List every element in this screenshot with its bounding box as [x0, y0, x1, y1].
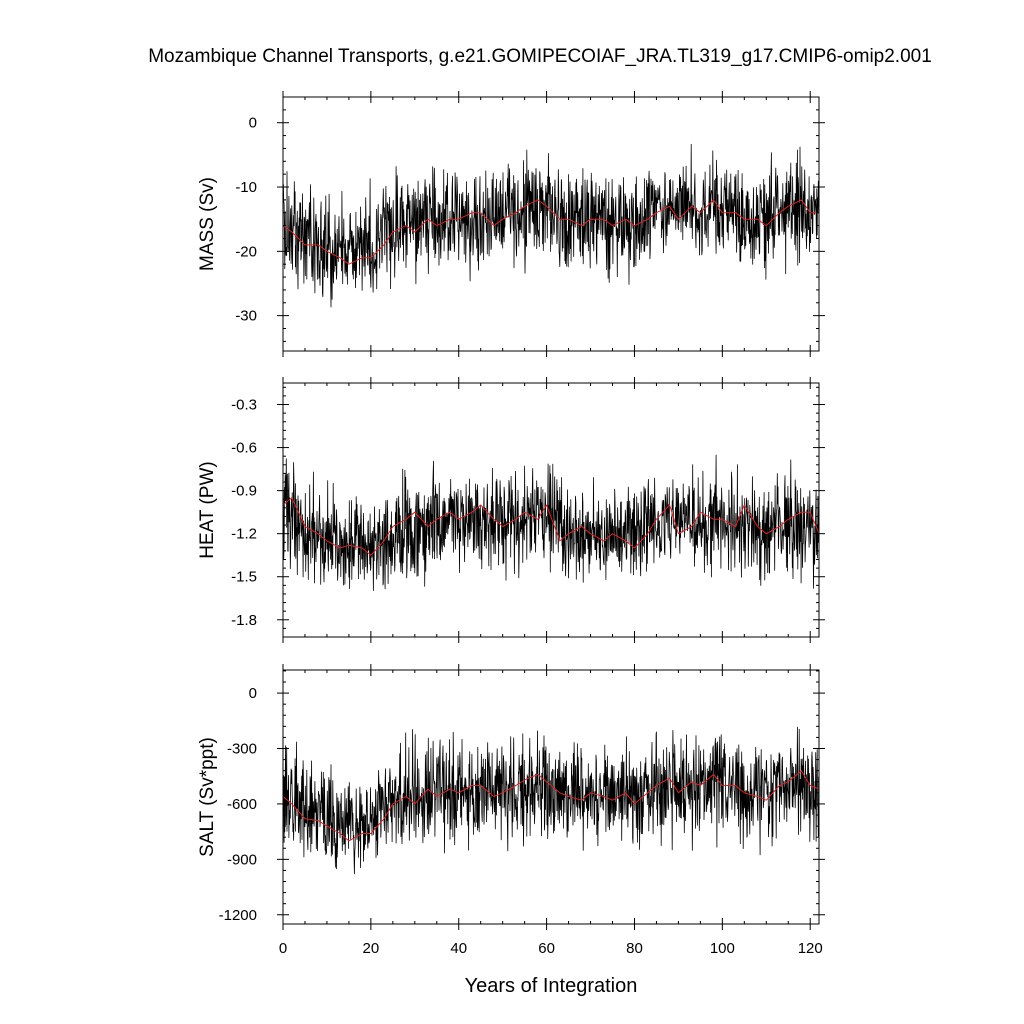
series-line-running-mean [283, 497, 819, 556]
y-tick-label: -0.6 [231, 440, 257, 457]
plot-frame [282, 96, 820, 352]
y-tick-label: -1.5 [231, 569, 257, 586]
y-tick-label: 0 [249, 685, 257, 702]
y-tick-label: -900 [227, 851, 257, 868]
panel-heat: -0.3 -0.6 -0.9 -1.2 -1.5 -1.8 HEAT (PW) [197, 377, 825, 643]
plot-frame [282, 382, 820, 638]
series-line-raw [283, 143, 819, 308]
y-tick-label: -600 [227, 796, 257, 813]
chart-title: Mozambique Channel Transports, g.e21.GOM… [148, 46, 932, 67]
x-axis-label: Years of Integration [464, 975, 638, 997]
x-tick-label: 60 [538, 940, 555, 957]
plot-frame [282, 669, 820, 925]
y-tick-label: -20 [235, 243, 257, 260]
y-axis-label: SALT (Sv*ppt) [197, 737, 218, 857]
x-tick-label: 100 [710, 940, 735, 957]
y-tick-label: 0 [249, 115, 257, 132]
y-tick-label: -30 [235, 308, 257, 325]
x-tick-label: 80 [626, 940, 643, 957]
y-axis-label: HEAT (PW) [197, 461, 218, 558]
plot-area [283, 726, 819, 875]
series-line-running-mean [283, 199, 819, 265]
panel-salt: 0 20 40 60 80 100 120 0 -300 -600 -900 -1200 SALT (S… [197, 664, 825, 957]
series-line-running-mean [283, 770, 819, 842]
y-tick-label: -0.3 [231, 397, 257, 414]
y-tick-label: -1200 [219, 907, 257, 924]
plot-area [283, 143, 819, 308]
series-line-raw [283, 726, 819, 875]
series-line-raw [283, 454, 819, 591]
y-tick-label: -1.2 [231, 526, 257, 543]
y-tick-label: -10 [235, 179, 257, 196]
x-tick-label: 0 [279, 940, 287, 957]
y-tick-label: -300 [227, 741, 257, 758]
y-tick-label: -0.9 [231, 483, 257, 500]
panel-mass: 0 -10 -20 -30 MASS (Sv) [197, 91, 825, 357]
x-tick-label: 40 [450, 940, 467, 957]
plot-area [283, 454, 819, 591]
y-tick-label: -1.8 [231, 612, 257, 629]
x-tick-label: 20 [363, 940, 380, 957]
y-axis-label: MASS (Sv) [197, 177, 218, 271]
x-tick-label: 120 [798, 940, 823, 957]
